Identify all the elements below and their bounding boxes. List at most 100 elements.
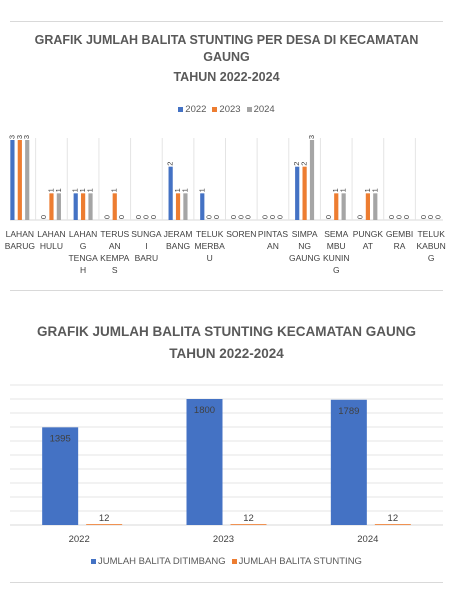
chart2-legend-item-0: JUMLAH BALITA DITIMBANG [91,556,226,567]
chart1-data-label: 1 [46,188,55,192]
chart2-plot: 1395 12 2022 1800 12 2023 1789 12 2024 [10,384,443,545]
chart1-category-label: SEMA [324,229,348,239]
chart1-data-label: 0 [275,215,284,219]
chart2-title: GRAFIK JUMLAH BALITA STUNTING KECAMATAN … [37,324,416,339]
chart2-category-label: 2023 [213,534,234,545]
chart1-category-label: H [80,265,86,275]
bottom-divider [10,582,443,583]
chart1-data-label: 1 [85,188,94,192]
chart1-category-label: I [145,241,147,251]
chart2-data-label: 12 [243,513,254,524]
chart1-subtitle: TAHUN 2022-2024 [173,70,280,84]
chart1-data-label: 0 [229,215,238,219]
chart1-category-label: RA [394,241,406,251]
chart1-data-label: 0 [212,215,221,219]
chart1-plot: 333LAHANBARUG011LAHANHULU111LAHANGTENGAH… [5,135,446,275]
chart1-data-label: 1 [180,188,189,192]
chart1-category-label: HULU [40,241,63,251]
chart1-data-label: 1 [173,188,182,192]
chart2-category-label: 2024 [357,534,378,545]
chart1-category-label: PINTAS [258,229,288,239]
chart1-data-label: 2 [292,162,301,166]
chart1-data-label: 3 [307,135,316,139]
chart1-category-label: AN [109,241,121,251]
chart2-subtitle: TAHUN 2022-2024 [169,346,284,361]
chart1-legend: 2022 2023 2024 [10,104,443,115]
chart1-data-label: 3 [15,135,24,139]
chart1-legend-swatch [246,107,252,112]
chart1-category-label: KABUN [417,241,446,251]
chart1-data-label: 0 [261,215,270,219]
chart1-data-label: 0 [39,215,48,219]
chart1-category-label: GAUNG [289,253,320,263]
chart2-data-label: 1789 [338,406,359,417]
chart1-category-label: U [207,253,213,263]
chart1-data-label: 3 [7,135,16,139]
chart1-category-label: BANG [166,241,190,251]
chart1-legend-swatch [212,107,218,112]
chart2-legend-swatch [91,559,97,564]
chart1-bar [295,166,300,220]
chart1-bar [17,140,22,220]
chart1-data-label: 1 [363,188,372,192]
chart1-category-label: G [80,241,87,251]
chart1-data-label: 0 [395,215,404,219]
chart1-category-label: NG [298,241,311,251]
chart1-legend-item-2: 2024 [246,104,275,115]
chart1-data-label: 0 [268,215,277,219]
chart1-legend-label: 2022 [185,104,207,115]
chart1-legend-label: 2024 [253,104,275,115]
chart1-data-label: 0 [426,215,435,219]
chart2-bar [230,524,267,525]
chart1-legend-item-0: 2022 [178,104,206,115]
chart1-category-label: MBU [327,241,346,251]
chart1-bar [56,193,61,220]
chart2-data-label: 1800 [194,405,215,416]
chart1-category-label: SIMPA [292,229,318,239]
chart1-category-label: TENGA [68,253,98,263]
middle-divider [10,290,443,291]
chart1-data-label: 1 [54,188,63,192]
chart1-title: GRAFIK JUMLAH BALITA STUNTING PER DESA D… [34,33,419,64]
chart1-category-label: G [333,265,340,275]
chart1-bar [309,140,315,220]
chart1-bar [168,166,173,220]
chart1-data-label: 1 [370,188,379,192]
chart1-bar [49,193,54,220]
chart1-data-label: 0 [236,215,245,219]
chart1-data-label: 0 [419,215,428,219]
chart1-category-label: SUNGA [131,229,162,239]
chart2-data-label: 12 [99,513,110,524]
chart2-legend-label: JUMLAH BALITA STUNTING [238,556,362,567]
chart1-category-label: BARU [135,253,159,263]
chart1-data-label: 1 [197,188,206,192]
chart2-legend: JUMLAH BALITA DITIMBANG JUMLAH BALITA STU… [10,556,443,567]
top-divider [10,21,443,22]
chart1-bar [25,140,30,220]
chart1-data-label: 2 [166,162,175,166]
chart1-bar [175,193,181,220]
chart1-category-label: LAHAN [69,229,97,239]
chart1-data-label: 0 [205,215,214,219]
chart1-category-label: TELUK [196,229,224,239]
chart1-bar [88,193,93,220]
chart1-data-label: 0 [324,215,333,219]
chart1-data-label: 1 [331,188,340,192]
chart2-bar [42,427,79,525]
chart2-bar [374,524,411,525]
chart-stunting-kecamatan: GRAFIK JUMLAH BALITA STUNTING KECAMATAN … [10,300,443,582]
chart2-bar [330,399,367,525]
chart1-category-label: AN [267,241,279,251]
chart1-category-label: S [112,265,118,275]
chart1-category-label: TELUK [417,229,445,239]
chart1-bar [112,193,117,220]
chart1-category-label: KEMPA [100,253,129,263]
chart2-bar [86,524,123,525]
chart1-legend-swatch [178,107,184,112]
chart1-bar [302,166,307,220]
chart1-category-label: BARUG [5,241,35,251]
chart1-data-label: 2 [300,162,309,166]
chart1-bar [341,193,346,220]
chart1-data-label: 0 [102,215,111,219]
chart1-data-label: 0 [117,215,126,219]
